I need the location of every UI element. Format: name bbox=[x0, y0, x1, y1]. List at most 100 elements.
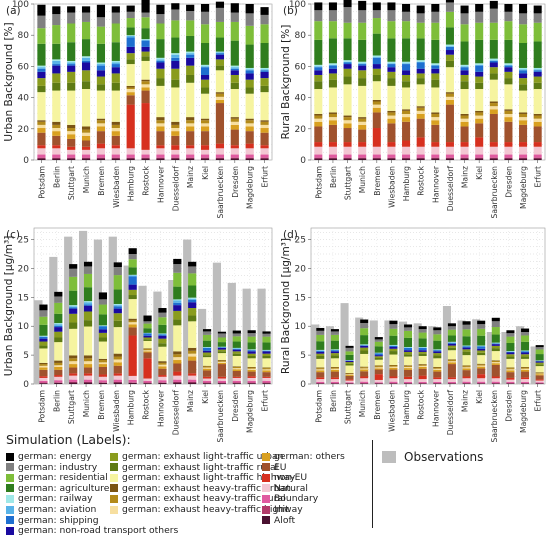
bar-segment bbox=[173, 305, 182, 311]
bar-segment bbox=[416, 5, 425, 14]
bar-segment bbox=[52, 60, 61, 65]
bar-segment bbox=[521, 335, 530, 342]
y-tick-label: 20 bbox=[18, 125, 30, 135]
bar-segment bbox=[328, 65, 337, 69]
bar-segment bbox=[262, 331, 271, 334]
bar-segment bbox=[360, 366, 369, 368]
bar-segment bbox=[158, 364, 167, 367]
bar-segment bbox=[260, 157, 269, 159]
bar-segment bbox=[230, 40, 239, 66]
bar-segment bbox=[504, 109, 513, 111]
bar-segment bbox=[39, 382, 48, 384]
bar-segment bbox=[343, 84, 352, 116]
bar-segment bbox=[404, 324, 413, 328]
bar-segment bbox=[113, 382, 122, 384]
bar-segment bbox=[202, 382, 212, 384]
bar-segment bbox=[416, 113, 425, 119]
bar-segment bbox=[433, 379, 442, 382]
bar-segment bbox=[230, 118, 239, 122]
bar-segment bbox=[202, 365, 212, 367]
bar-segment bbox=[98, 341, 108, 359]
bar-segment bbox=[389, 351, 398, 355]
bar-segment bbox=[475, 63, 484, 65]
observation-bar bbox=[34, 300, 43, 384]
bar-segment bbox=[260, 154, 269, 158]
bar-segment bbox=[67, 128, 76, 132]
bar-segment bbox=[314, 89, 323, 114]
y-tick-label: 40 bbox=[18, 94, 30, 104]
bar-segment bbox=[416, 38, 425, 61]
bar-segment bbox=[360, 345, 369, 348]
bar-segment bbox=[445, 54, 454, 61]
stacked-bars bbox=[314, 0, 542, 160]
legend-label: Aloft bbox=[274, 514, 296, 526]
bar-segment bbox=[316, 327, 325, 331]
bar-segment bbox=[416, 110, 425, 114]
y-tick-label: 10 bbox=[295, 322, 307, 332]
bar-segment bbox=[39, 376, 48, 378]
bar-segment bbox=[491, 364, 500, 377]
bar-segment bbox=[475, 11, 484, 23]
bar-segment bbox=[128, 375, 137, 380]
bar-segment bbox=[506, 351, 515, 352]
bar-segment bbox=[387, 10, 396, 22]
bar-segment bbox=[69, 364, 78, 368]
bar-segment bbox=[343, 154, 352, 158]
x-tick-label: Rostock bbox=[142, 389, 151, 419]
legend-swatch bbox=[110, 505, 118, 514]
bar-segment bbox=[98, 358, 108, 361]
bar-segment bbox=[113, 327, 122, 354]
bar-segment bbox=[230, 74, 239, 83]
bar-segment bbox=[460, 70, 469, 75]
observation-bar bbox=[442, 306, 451, 384]
bar-segment bbox=[533, 22, 542, 42]
x-tick-label: Munich bbox=[358, 166, 367, 193]
bar-segment bbox=[477, 350, 486, 353]
bar-segment bbox=[143, 350, 152, 352]
bar-segment bbox=[447, 347, 456, 351]
bar-segment bbox=[186, 57, 195, 66]
bar-segment bbox=[477, 355, 486, 364]
bar-segment bbox=[200, 131, 210, 146]
bar-segment bbox=[39, 367, 48, 370]
bar-segment bbox=[343, 158, 352, 160]
bar-segment bbox=[69, 375, 78, 380]
bar-segment bbox=[262, 342, 271, 350]
bar-segment bbox=[433, 327, 442, 331]
bar-segment bbox=[316, 341, 325, 350]
bar-segment bbox=[316, 369, 325, 371]
bar-segment bbox=[98, 366, 108, 375]
bar-segment bbox=[52, 82, 61, 91]
observation-bar bbox=[501, 332, 510, 384]
bar-segment bbox=[372, 57, 381, 65]
bar-segment bbox=[431, 11, 440, 23]
x-tick-label: Kiel bbox=[475, 166, 484, 180]
bar-segment bbox=[128, 267, 137, 275]
bar-segment bbox=[521, 367, 530, 369]
x-tick-label: Berlin bbox=[52, 166, 61, 188]
bar-segment bbox=[374, 367, 383, 369]
bar-segment bbox=[433, 377, 442, 380]
bar-segment bbox=[39, 335, 48, 337]
bar-segment bbox=[217, 347, 227, 348]
bar-segment bbox=[200, 43, 210, 65]
bar-segment bbox=[111, 158, 120, 160]
bar-segment bbox=[173, 381, 182, 383]
y-axis-label: Rural Background [%] bbox=[280, 25, 292, 140]
bar-segment bbox=[521, 351, 530, 353]
bar-segment bbox=[535, 382, 544, 384]
bar-segment bbox=[506, 333, 515, 337]
bar-segment bbox=[372, 112, 381, 129]
x-tick-label: Mainz bbox=[461, 390, 470, 412]
bar-segment bbox=[330, 377, 339, 380]
bar-segment bbox=[39, 341, 48, 346]
bar-segment bbox=[37, 67, 46, 69]
bar-segment bbox=[447, 342, 456, 344]
bar-segment bbox=[374, 382, 383, 384]
bar-segment bbox=[389, 328, 398, 336]
bar-segment bbox=[98, 360, 108, 363]
bar-segment bbox=[126, 35, 135, 36]
bar-segment bbox=[81, 56, 91, 58]
